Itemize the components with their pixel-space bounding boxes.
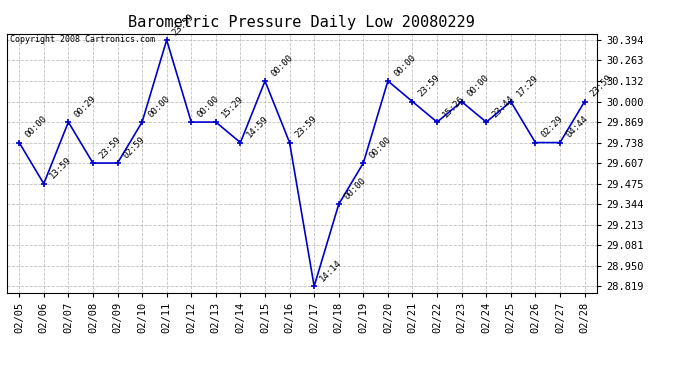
Text: 02:29: 02:29 — [540, 114, 565, 140]
Text: Copyright 2008 Cartronics.com: Copyright 2008 Cartronics.com — [10, 35, 155, 44]
Text: 00:00: 00:00 — [343, 176, 368, 201]
Text: 04:44: 04:44 — [564, 114, 589, 140]
Text: 00:00: 00:00 — [23, 114, 49, 140]
Text: 02:59: 02:59 — [121, 135, 147, 160]
Text: 15:26: 15:26 — [441, 94, 466, 119]
Text: 00:00: 00:00 — [392, 53, 417, 78]
Text: 00:00: 00:00 — [195, 94, 221, 119]
Text: 17:29: 17:29 — [515, 74, 540, 99]
Text: 14:14: 14:14 — [318, 258, 344, 284]
Text: 23:59: 23:59 — [417, 74, 442, 99]
Text: 14:59: 14:59 — [244, 114, 270, 140]
Text: 23:59: 23:59 — [294, 114, 319, 140]
Text: 00:29: 00:29 — [72, 94, 98, 119]
Text: 23:44: 23:44 — [491, 94, 515, 119]
Text: 00:00: 00:00 — [466, 74, 491, 99]
Text: 00:00: 00:00 — [146, 94, 172, 119]
Text: 13:59: 13:59 — [48, 156, 73, 181]
Text: 15:29: 15:29 — [220, 94, 246, 119]
Text: 23:59: 23:59 — [97, 135, 122, 160]
Text: 00:00: 00:00 — [269, 53, 295, 78]
Text: 23:59: 23:59 — [171, 12, 196, 37]
Text: 23:59: 23:59 — [589, 74, 614, 99]
Text: 00:00: 00:00 — [368, 135, 393, 160]
Title: Barometric Pressure Daily Low 20080229: Barometric Pressure Daily Low 20080229 — [128, 15, 475, 30]
